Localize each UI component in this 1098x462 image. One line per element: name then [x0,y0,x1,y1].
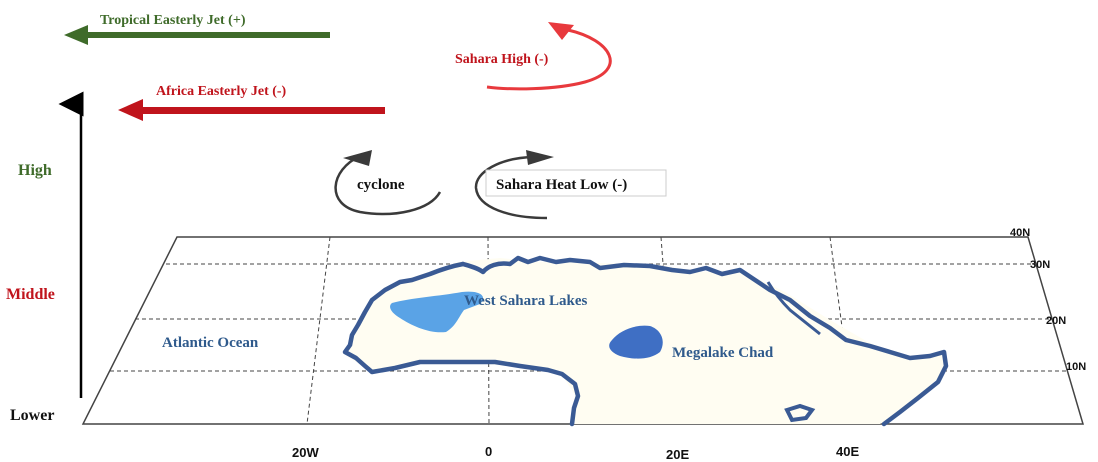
africa-coastline [460,255,949,427]
red-sea-coast [766,281,821,336]
africa-west-coastline [342,261,581,427]
africa-easterly-jet-arrow [118,99,385,121]
latitude-label-30n: 30N [1030,259,1050,271]
latitude-label-10n: 10N [1066,361,1086,373]
sahara-heat-low-label: Sahara Heat Low (-) [496,177,627,193]
longitude-label-20w: 20W [292,445,319,460]
megalake-chad-label: Megalake Chad [672,345,774,361]
africa-easterly-jet-label: Africa Easterly Jet (-) [156,84,287,99]
west-sahara-lakes-label: West Sahara Lakes [464,293,588,309]
cyclone-label: cyclone [357,177,405,193]
longitude-label-20e: 20E [666,447,689,462]
tropical-easterly-jet-arrow [64,25,330,45]
level-middle-label: Middle [6,286,55,303]
west-sahara-lakes [390,291,484,333]
cyclone-arrow [334,150,442,216]
latitude-label-20n: 20N [1046,315,1066,327]
atlantic-ocean-label: Atlantic Ocean [162,335,259,351]
megalake-chad [609,325,663,359]
latitude-label-40n: 40N [1010,227,1030,239]
longitude-label-0: 0 [485,444,492,459]
level-lower-label: Lower [10,407,54,424]
longitude-label-40e: 40E [836,444,859,459]
sahara-high-arrow [486,22,612,91]
level-high-label: High [18,162,52,179]
tropical-easterly-jet-label: Tropical Easterly Jet (+) [100,13,246,28]
sahara-heat-low-box [485,169,667,197]
sahara-heat-low-arrow [474,150,554,220]
madagascar-outline [784,403,816,423]
sahara-high-label: Sahara High (-) [455,52,549,67]
